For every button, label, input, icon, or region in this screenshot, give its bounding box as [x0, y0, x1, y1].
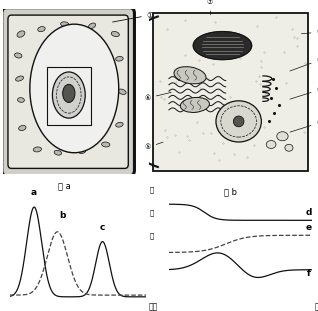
Text: 图 a: 图 a: [58, 182, 71, 191]
Ellipse shape: [266, 141, 276, 148]
Ellipse shape: [216, 101, 261, 142]
Text: d: d: [306, 207, 312, 216]
Text: b: b: [60, 211, 66, 220]
Ellipse shape: [54, 150, 62, 155]
Ellipse shape: [116, 122, 123, 127]
FancyBboxPatch shape: [2, 8, 135, 176]
Text: 积: 积: [149, 232, 154, 239]
Text: a: a: [31, 188, 37, 197]
Ellipse shape: [174, 67, 206, 84]
Ellipse shape: [61, 22, 69, 26]
Ellipse shape: [30, 24, 119, 153]
Text: f: f: [307, 269, 311, 277]
Ellipse shape: [52, 72, 85, 118]
Bar: [47, 67, 91, 125]
Ellipse shape: [33, 147, 41, 152]
Text: ④: ④: [290, 120, 318, 132]
Text: ①: ①: [113, 11, 154, 22]
Ellipse shape: [38, 26, 45, 32]
Text: 面: 面: [149, 209, 154, 216]
Ellipse shape: [17, 31, 25, 37]
Text: 时间: 时间: [314, 302, 318, 311]
Ellipse shape: [111, 31, 119, 37]
Text: ①: ①: [301, 29, 318, 35]
Text: 图 b: 图 b: [224, 187, 237, 196]
Ellipse shape: [285, 144, 293, 151]
Polygon shape: [193, 32, 252, 60]
Ellipse shape: [79, 149, 86, 154]
Text: c: c: [100, 222, 105, 231]
Ellipse shape: [15, 53, 22, 58]
Text: ③: ③: [290, 87, 318, 99]
Ellipse shape: [277, 132, 288, 141]
Ellipse shape: [88, 23, 96, 29]
Ellipse shape: [102, 142, 110, 147]
Ellipse shape: [63, 84, 75, 102]
Text: ⑤: ⑤: [145, 142, 163, 151]
FancyBboxPatch shape: [8, 15, 128, 168]
Text: 膜: 膜: [149, 186, 154, 193]
Ellipse shape: [16, 76, 24, 81]
Ellipse shape: [116, 56, 123, 61]
Ellipse shape: [118, 89, 126, 95]
Ellipse shape: [233, 116, 244, 127]
Text: 时间: 时间: [149, 302, 158, 311]
Ellipse shape: [180, 97, 210, 113]
Ellipse shape: [19, 125, 26, 131]
Text: ②: ②: [290, 57, 318, 71]
Text: ⑥: ⑥: [145, 92, 171, 101]
Ellipse shape: [17, 98, 24, 102]
Text: e: e: [306, 223, 312, 231]
Text: ⑦: ⑦: [206, 0, 212, 15]
